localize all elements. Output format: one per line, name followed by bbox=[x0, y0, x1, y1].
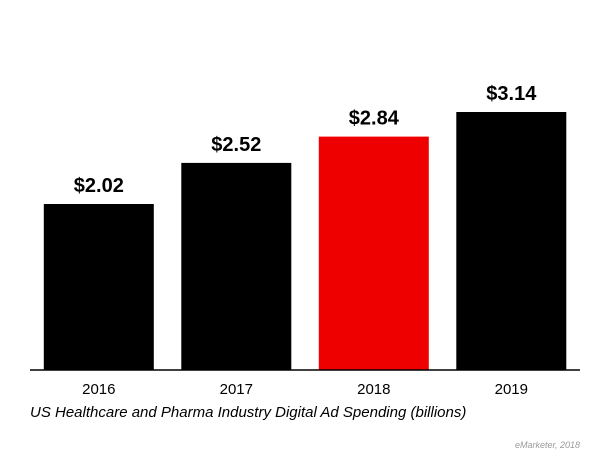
bars-group bbox=[43, 112, 567, 370]
data-label-2019: $3.14 bbox=[486, 83, 537, 105]
chart-title: US Healthcare and Pharma Industry Digita… bbox=[30, 404, 467, 421]
value-labels-group: $2.02 $2.52 $2.84 $3.14 bbox=[74, 83, 537, 197]
x-tick-label-2018: 2018 bbox=[357, 381, 390, 398]
bar-2016 bbox=[43, 204, 154, 370]
bar-2018 bbox=[318, 136, 429, 370]
x-tick-label-2016: 2016 bbox=[82, 381, 115, 398]
x-tick-label-2017: 2017 bbox=[220, 381, 253, 398]
bar-2017 bbox=[181, 162, 292, 370]
x-tick-label-2019: 2019 bbox=[495, 381, 528, 398]
source-note: eMarketer, 2018 bbox=[514, 440, 580, 450]
data-label-2018: $2.84 bbox=[349, 108, 400, 130]
data-label-2017: $2.52 bbox=[211, 134, 261, 156]
x-tick-labels-group: 2016 2017 2018 2019 bbox=[82, 381, 528, 398]
bar-2019 bbox=[456, 112, 567, 370]
data-label-2016: $2.02 bbox=[74, 175, 124, 197]
